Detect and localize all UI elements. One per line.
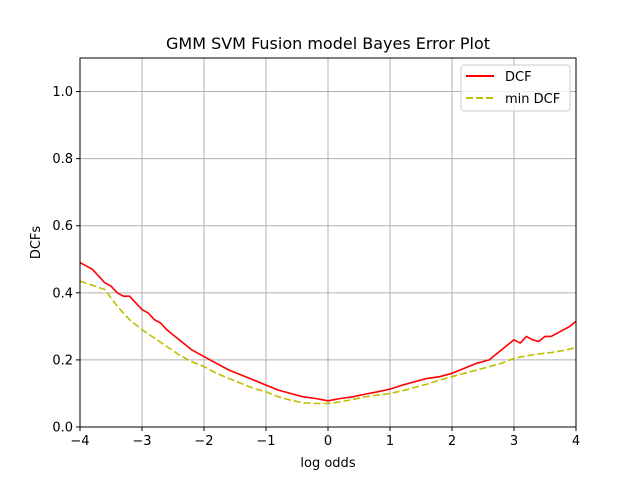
x-axis-label: log odds	[300, 456, 355, 471]
x-tick-label: 0	[324, 434, 332, 449]
y-tick-label: 0.8	[52, 152, 73, 167]
y-tick-label: 0.4	[52, 286, 73, 301]
x-tick-label: −1	[256, 434, 275, 449]
x-tick-label: −4	[70, 434, 89, 449]
y-tick-label: 0.2	[52, 353, 73, 368]
axis-ticks: −4 −3 −2 −1 0 1 2 3 4 0.0 0.2 0.4 0.6 0.8 1.0	[52, 85, 580, 449]
y-axis-label: DCFs	[29, 226, 44, 260]
x-tick-label: −3	[132, 434, 151, 449]
series-line-dcf	[79, 261, 577, 402]
legend-label-dcf: DCF	[505, 70, 532, 85]
x-tick-label: −2	[194, 434, 213, 449]
legend: DCF min DCF	[460, 64, 571, 112]
y-tick-label: 0.6	[52, 219, 73, 234]
y-tick-label: 1.0	[52, 85, 73, 100]
x-tick-label: 1	[386, 434, 394, 449]
x-tick-label: 4	[572, 434, 580, 449]
chart-title: GMM SVM Fusion model Bayes Error Plot	[166, 34, 490, 53]
y-tick-label: 0.0	[52, 421, 73, 436]
series-layer	[79, 261, 577, 405]
x-tick-label: 3	[510, 434, 518, 449]
x-tick-label: 2	[448, 434, 456, 449]
series-line-min-dcf	[79, 280, 577, 405]
legend-label-min-dcf: min DCF	[505, 92, 560, 107]
